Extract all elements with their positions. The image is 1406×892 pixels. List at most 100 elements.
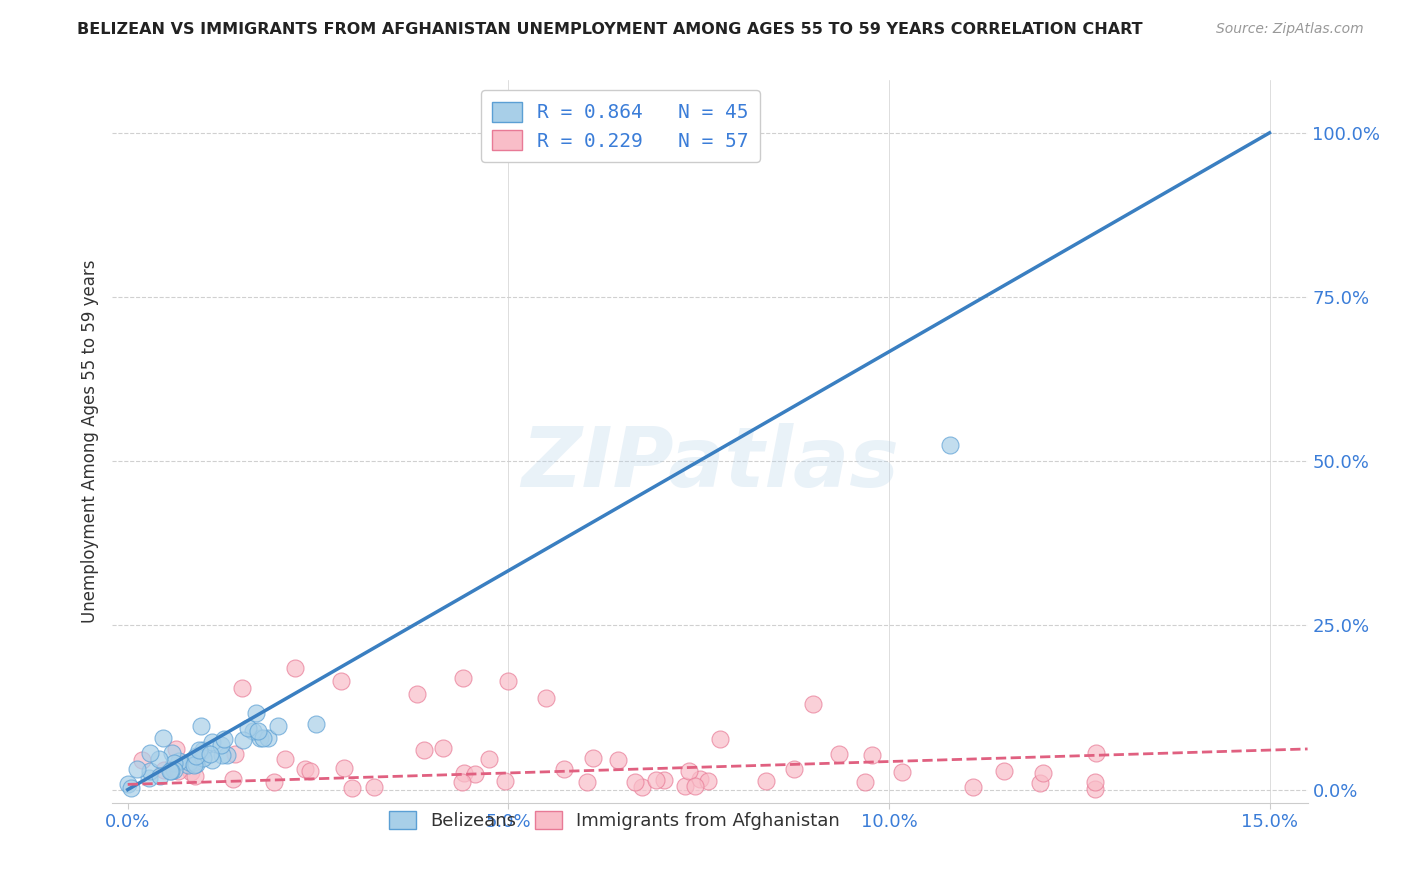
Point [576, 775, 599, 789]
Point [222, 772, 245, 787]
Point [801, 698, 824, 712]
Point [191, 743, 214, 757]
Point [828, 747, 851, 761]
Point [163, 756, 186, 770]
Point [165, 742, 187, 756]
Point [190, 719, 212, 733]
Point [673, 779, 696, 793]
Point [209, 738, 232, 752]
Point [498, 674, 520, 689]
Point [678, 764, 700, 778]
Legend: Belizeans, Immigrants from Afghanistan: Belizeans, Immigrants from Afghanistan [382, 804, 846, 837]
Point [305, 717, 328, 731]
Point [183, 755, 205, 769]
Point [212, 731, 235, 746]
Point [247, 724, 270, 739]
Point [177, 756, 200, 770]
Point [245, 706, 267, 720]
Point [117, 777, 139, 791]
Point [201, 753, 224, 767]
Text: ZIPatlas: ZIPatlas [522, 423, 898, 504]
Point [406, 687, 429, 701]
Point [453, 765, 475, 780]
Point [274, 752, 297, 766]
Point [249, 731, 271, 746]
Point [224, 747, 246, 762]
Point [890, 764, 912, 779]
Point [139, 764, 162, 779]
Point [138, 771, 160, 785]
Point [215, 748, 238, 763]
Point [163, 763, 186, 777]
Point [333, 761, 356, 775]
Point [1084, 774, 1107, 789]
Point [939, 438, 962, 452]
Point [1085, 747, 1108, 761]
Point [606, 753, 628, 767]
Point [962, 780, 984, 795]
Point [169, 755, 191, 769]
Point [131, 754, 153, 768]
Point [464, 767, 486, 781]
Point [242, 723, 264, 738]
Point [543, 126, 565, 140]
Point [993, 764, 1015, 779]
Point [451, 671, 474, 685]
Point [783, 762, 806, 776]
Point [755, 774, 778, 789]
Point [494, 774, 516, 789]
Point [340, 780, 363, 795]
Point [679, 126, 702, 140]
Point [120, 781, 142, 796]
Point [188, 743, 211, 757]
Point [1084, 782, 1107, 797]
Point [184, 757, 207, 772]
Point [536, 690, 558, 705]
Point [252, 731, 274, 745]
Text: BELIZEAN VS IMMIGRANTS FROM AFGHANISTAN UNEMPLOYMENT AMONG AGES 55 TO 59 YEARS C: BELIZEAN VS IMMIGRANTS FROM AFGHANISTAN … [77, 22, 1143, 37]
Point [166, 764, 188, 778]
Point [553, 762, 575, 776]
Point [177, 758, 200, 772]
Point [478, 752, 501, 766]
Point [1029, 776, 1052, 790]
Point [152, 731, 174, 746]
Point [696, 774, 718, 789]
Point [148, 752, 170, 766]
Text: Source: ZipAtlas.com: Source: ZipAtlas.com [1216, 22, 1364, 37]
Point [654, 772, 676, 787]
Point [689, 772, 711, 786]
Point [160, 746, 183, 760]
Point [232, 733, 254, 747]
Point [853, 774, 876, 789]
Point [138, 746, 160, 760]
Point [363, 780, 385, 794]
Point [191, 751, 214, 765]
Point [1032, 766, 1054, 780]
Point [631, 780, 654, 795]
Point [329, 674, 352, 689]
Point [198, 747, 221, 761]
Point [231, 681, 253, 695]
Point [127, 762, 149, 776]
Y-axis label: Unemployment Among Ages 55 to 59 years: Unemployment Among Ages 55 to 59 years [80, 260, 98, 624]
Point [211, 748, 233, 763]
Point [709, 732, 731, 747]
Point [581, 750, 603, 764]
Point [201, 735, 224, 749]
Point [263, 774, 285, 789]
Point [860, 748, 883, 763]
Point [153, 763, 176, 777]
Point [294, 762, 316, 776]
Point [623, 774, 645, 789]
Point [267, 719, 290, 733]
Point [184, 769, 207, 783]
Point [183, 758, 205, 772]
Point [413, 742, 436, 756]
Point [180, 764, 202, 779]
Point [644, 773, 666, 788]
Point [149, 769, 172, 783]
Point [159, 764, 181, 778]
Point [159, 764, 181, 779]
Point [184, 748, 207, 763]
